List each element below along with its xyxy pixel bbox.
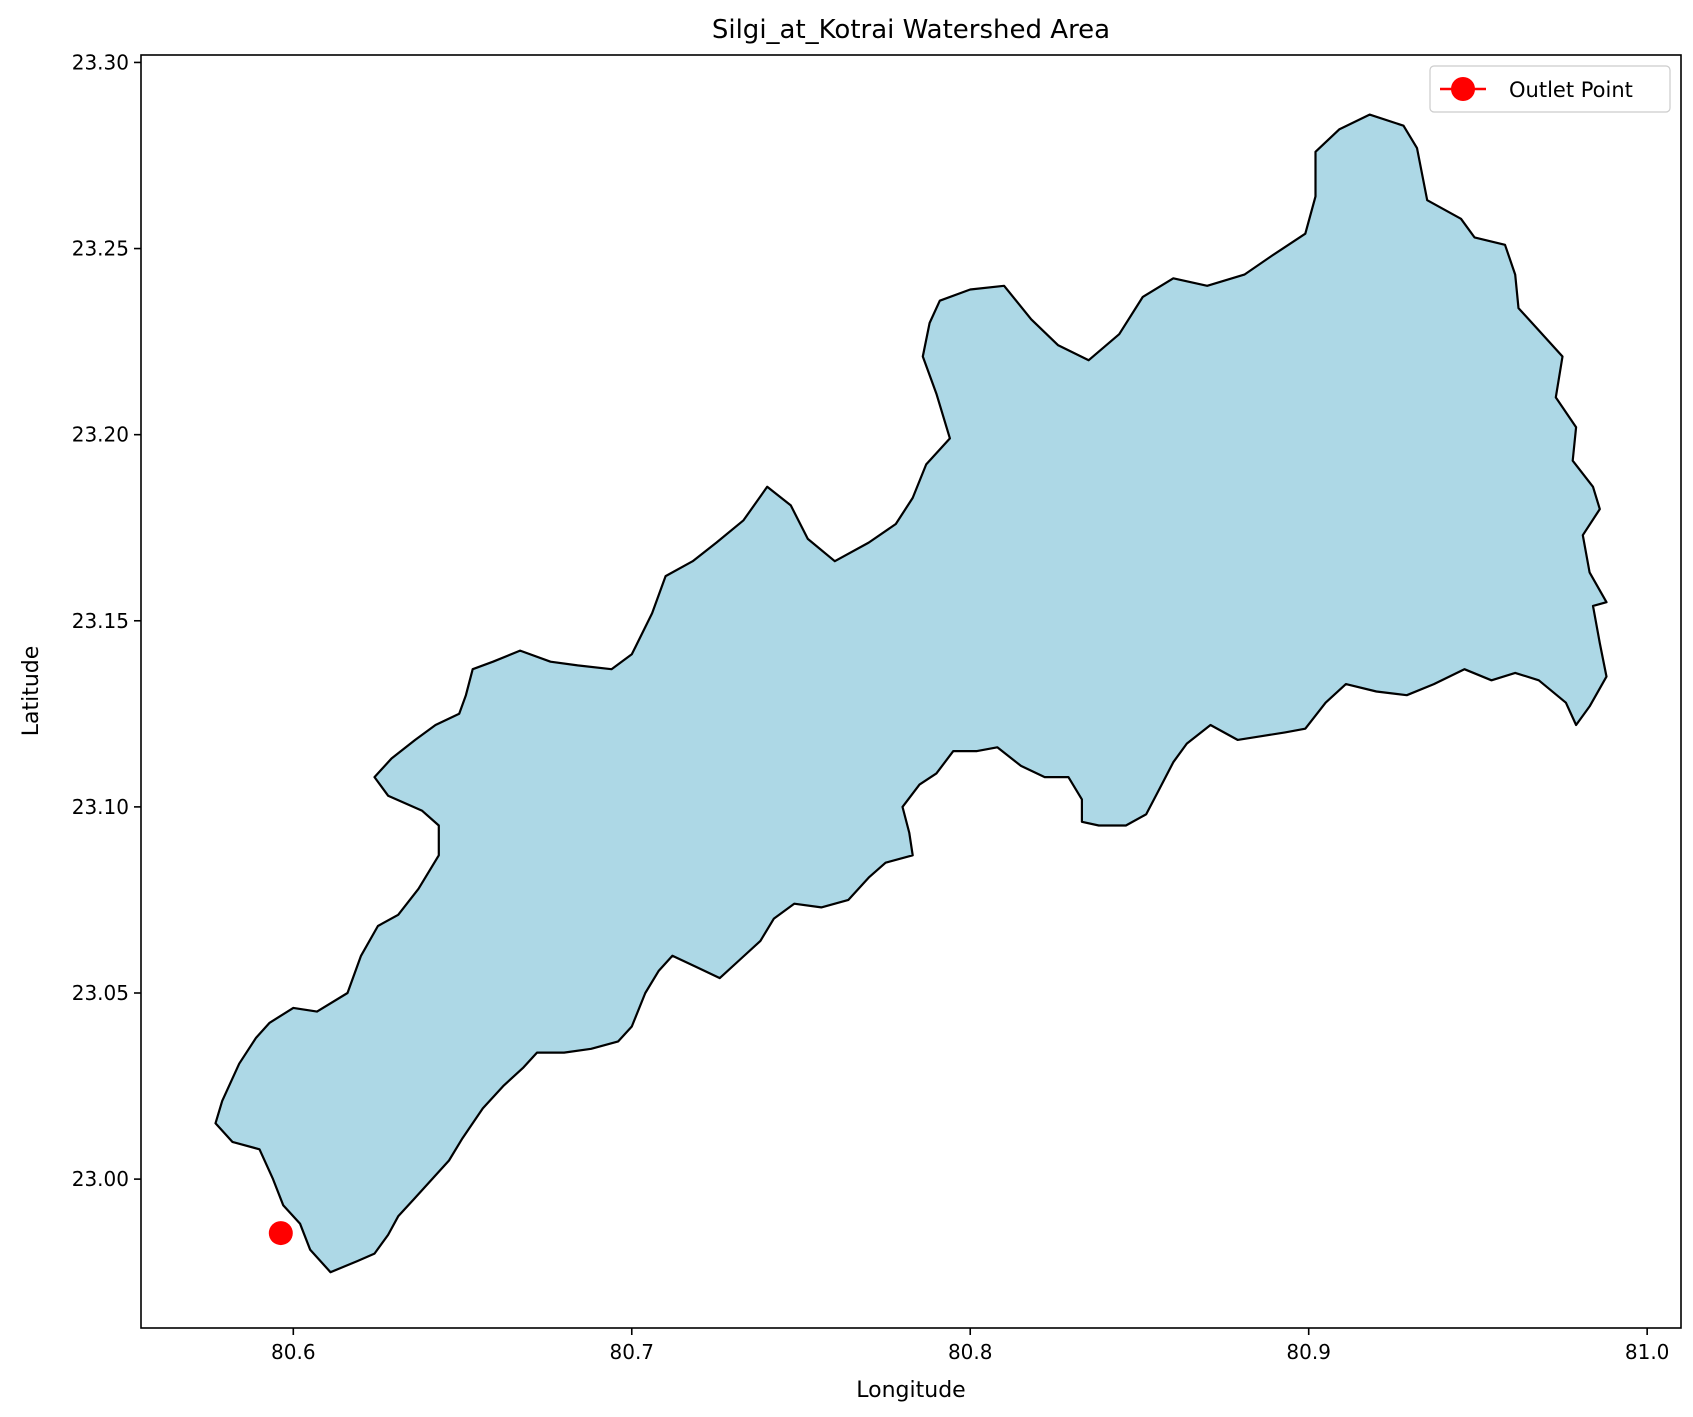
plot-area-frame <box>140 54 1682 1329</box>
y-axis-label: Latitude <box>19 646 44 737</box>
chart-title: Silgi_at_Kotrai Watershed Area <box>712 15 1110 45</box>
x-axis-label: Longitude <box>856 1378 965 1403</box>
x-tick-label: 80.6 <box>271 1340 316 1364</box>
watershed-polygon <box>214 113 1608 1274</box>
x-tick-label: 80.8 <box>948 1340 993 1364</box>
x-tick-label: 80.7 <box>610 1340 655 1364</box>
y-tick-label: 23.20 <box>72 423 129 447</box>
x-tick-label: 80.9 <box>1286 1340 1331 1364</box>
y-tick-label: 23.30 <box>72 50 129 74</box>
y-tick-label: 23.15 <box>72 609 129 633</box>
x-tick-label: 81.0 <box>1625 1340 1670 1364</box>
y-tick-label: 23.10 <box>72 795 129 819</box>
y-axis-ticks: 23.00 23.05 23.10 23.15 23.20 23.25 23.30 <box>72 50 141 1191</box>
legend: Outlet Point <box>1429 65 1671 113</box>
y-tick-label: 23.25 <box>72 237 129 261</box>
x-axis-ticks: 80.6 80.7 80.8 80.9 81.0 <box>271 1328 1669 1364</box>
legend-label: Outlet Point <box>1509 78 1633 102</box>
legend-box <box>1429 65 1671 113</box>
legend-marker-icon <box>1451 77 1475 101</box>
outlet-point-marker <box>268 1221 293 1246</box>
y-tick-label: 23.05 <box>72 981 129 1005</box>
y-tick-label: 23.00 <box>72 1167 129 1191</box>
